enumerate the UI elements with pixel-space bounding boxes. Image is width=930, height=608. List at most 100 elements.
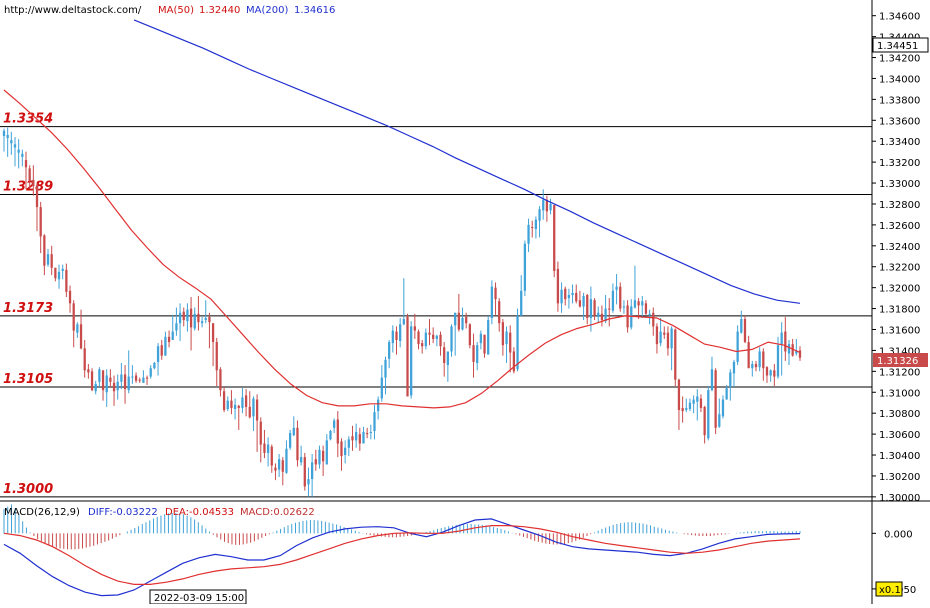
candle-body (105, 375, 108, 393)
level-label: 1.3000 (3, 482, 53, 497)
candle-body (472, 345, 475, 362)
candle-body (362, 432, 365, 444)
candle-body (248, 406, 251, 418)
candle-body (57, 271, 61, 280)
candle-body (266, 444, 270, 453)
candle-body (402, 319, 405, 325)
candle-body (226, 400, 229, 409)
candle-body (373, 412, 376, 431)
candle-body (285, 448, 288, 473)
candle-body (156, 346, 160, 362)
candle-body (274, 467, 277, 471)
candle-body (72, 303, 75, 331)
candle-body (413, 326, 416, 331)
candle-body (622, 306, 626, 308)
price-tick-label: 1.32000 (879, 284, 920, 295)
zoom-label[interactable]: x0.1 (879, 585, 901, 596)
last-price-tag-text: 1.31326 (877, 356, 918, 367)
candle-body (351, 436, 354, 441)
candle-body (241, 397, 244, 408)
candle-body (112, 382, 116, 392)
price-tick-label: 1.34200 (879, 54, 920, 65)
candle-body (604, 308, 607, 322)
candle-body (743, 319, 747, 343)
price-tick-label: 1.31800 (879, 305, 920, 316)
candle-body (50, 254, 53, 268)
macd-value: MACD:0.02622 (240, 507, 315, 518)
candle-body (424, 332, 427, 347)
candle-body (24, 160, 28, 168)
candle-body (39, 207, 42, 237)
last-price-tag (873, 353, 928, 367)
candle-body (589, 299, 593, 318)
candle-body (776, 345, 780, 377)
candle-body (197, 313, 200, 323)
candle-body (575, 292, 578, 302)
candle-body (428, 332, 431, 335)
candle-body (784, 331, 787, 352)
candle-body (795, 350, 798, 354)
candle-body (94, 383, 97, 392)
candle-body (648, 313, 651, 315)
ma200-price-tag-text: 1.34451 (877, 41, 918, 52)
candle-body (644, 303, 648, 314)
candle-body (516, 315, 519, 370)
candle-body (296, 427, 299, 461)
candle-body (142, 377, 145, 383)
zoom-button[interactable] (875, 581, 903, 597)
candle-body (344, 447, 347, 456)
candle-body (758, 351, 761, 368)
candle-body (560, 289, 563, 304)
candle-body (461, 317, 464, 330)
candle-body (336, 419, 339, 444)
candle-body (182, 311, 185, 321)
candle-body (98, 369, 101, 382)
candle-body (219, 369, 222, 391)
candle-body (204, 317, 207, 321)
price-tick-label: 1.33200 (879, 158, 920, 169)
candle-body (325, 440, 328, 465)
candle-body (54, 267, 57, 279)
candle-body (586, 294, 589, 318)
candle-body (178, 312, 182, 324)
candle-body (307, 479, 310, 485)
candle-body (531, 226, 534, 229)
price-tick-label: 1.30400 (879, 451, 920, 462)
candle-body (230, 400, 233, 408)
moving-averages (3, 19, 801, 409)
candle-body (725, 388, 728, 400)
candle-body (615, 286, 618, 290)
candle-body (101, 370, 105, 391)
candle-body (263, 443, 266, 453)
candle-body (255, 399, 259, 421)
candle-body (527, 224, 530, 244)
candle-body (314, 459, 317, 465)
candle-body (542, 199, 545, 211)
candle-body (65, 269, 68, 292)
candle-body (494, 287, 497, 300)
candle-body (446, 351, 449, 366)
candle-body (347, 439, 350, 448)
candle-body (17, 149, 20, 153)
candle-body (358, 434, 361, 444)
candle-body (729, 372, 732, 388)
candle-body (538, 209, 541, 221)
level-label: 1.3173 (3, 301, 53, 316)
price-tick-label: 1.32200 (879, 263, 920, 274)
ma50-line (3, 89, 801, 409)
candle-body (677, 379, 681, 411)
candle-body (600, 313, 604, 321)
candle-body (175, 323, 178, 331)
candle-body (186, 309, 189, 322)
candle-body (281, 460, 284, 472)
candle-body (688, 402, 692, 409)
candle-body (171, 331, 174, 340)
candle-body (395, 331, 398, 340)
candlesticks (2, 127, 802, 497)
candle-body (167, 336, 171, 343)
candle-body (288, 433, 292, 448)
candle-body (633, 300, 637, 308)
candle-body (13, 144, 17, 148)
